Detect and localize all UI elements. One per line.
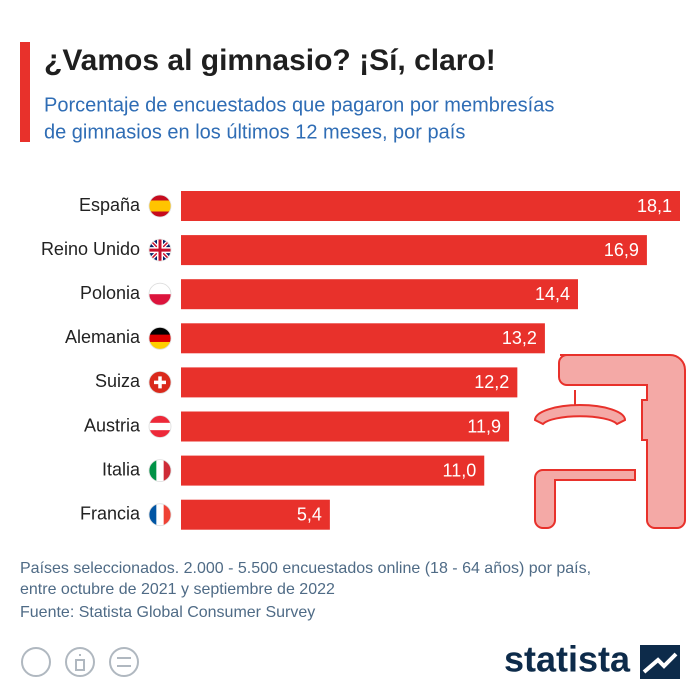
flag-stripe	[149, 283, 171, 295]
flag-border	[148, 370, 172, 394]
gym-illustration	[533, 354, 686, 529]
flag-stripe	[163, 459, 171, 482]
value-label: 14,4	[535, 284, 570, 304]
gym-handle	[533, 390, 627, 426]
flag-border	[148, 238, 172, 262]
category-label: Alemania	[65, 327, 141, 347]
flag-border	[148, 459, 172, 483]
flag-stripe	[156, 459, 165, 482]
icon-glyphs	[75, 654, 131, 671]
flag-stripe	[149, 422, 171, 431]
value-label: 18,1	[637, 196, 672, 216]
bar	[181, 367, 518, 398]
flag	[149, 195, 171, 217]
logo-mark-glyph	[642, 652, 678, 674]
value-label: 5,4	[297, 504, 322, 524]
flag-stripe	[149, 415, 171, 424]
flag-stripe	[156, 503, 165, 526]
bar	[181, 455, 485, 486]
gym-frame	[558, 354, 686, 529]
category-label: Italia	[102, 459, 141, 479]
category-label: Francia	[80, 503, 141, 523]
flag	[149, 283, 171, 306]
flag-stripe	[149, 503, 157, 526]
source: Fuente: Statista Global Consumer Survey	[20, 604, 315, 621]
flag-border	[148, 415, 172, 438]
subtitle: Porcentaje de encuestados que pagaron po…	[44, 94, 554, 116]
flag	[149, 239, 171, 262]
flag-stripe	[149, 195, 171, 201]
flag-stripe	[149, 327, 171, 336]
bar	[181, 411, 510, 442]
flag-cross-red	[149, 239, 171, 262]
bar	[181, 235, 647, 266]
license-icons	[21, 647, 139, 677]
category-label: Polonia	[80, 283, 141, 303]
flag-stripe	[149, 430, 171, 438]
flag	[149, 415, 171, 438]
flag-stripe	[149, 294, 171, 306]
flag-stripe	[149, 459, 157, 482]
flag-stripe	[149, 200, 171, 207]
note: Países seleccionados. 2.000 - 5.500 encu…	[20, 560, 591, 577]
category-label: España	[79, 195, 141, 215]
category-label: Austria	[84, 415, 141, 435]
chart-title: ¿Vamos al gimnasio? ¡Sí, claro!	[44, 44, 496, 77]
flag-stripe	[149, 206, 171, 212]
gym-seat	[534, 469, 636, 529]
note: entre octubre de 2021 y septiembre de 20…	[20, 581, 335, 598]
nd-icon	[109, 647, 139, 677]
bar	[181, 191, 680, 221]
flag-stripe	[149, 341, 171, 350]
flag	[149, 371, 171, 394]
value-label: 11,0	[443, 460, 477, 480]
value-label: 11,9	[467, 416, 501, 436]
subtitle: de gimnasios en los últimos 12 meses, po…	[44, 121, 465, 143]
flag-stripe	[149, 211, 171, 217]
flag-border	[148, 282, 172, 306]
bar	[181, 279, 578, 310]
category-label: Reino Unido	[41, 239, 140, 259]
logo: statista	[504, 639, 631, 680]
flag-cross	[154, 376, 166, 389]
flag-border	[148, 194, 172, 218]
flag-border	[148, 326, 172, 350]
by-icon	[65, 647, 95, 677]
flag	[149, 503, 171, 526]
flag-stripe	[163, 503, 171, 526]
value-label: 12,2	[474, 372, 509, 392]
flag-border	[148, 503, 172, 527]
value-label: 16,9	[604, 240, 639, 260]
cc-icon	[21, 647, 51, 677]
flag	[149, 459, 171, 482]
flag-stripe	[149, 334, 171, 343]
bar	[181, 499, 330, 530]
category-label: Suiza	[95, 371, 141, 391]
value-label: 13,2	[502, 328, 537, 348]
bar	[181, 323, 545, 354]
title-accent	[20, 42, 30, 142]
flag	[149, 327, 171, 350]
